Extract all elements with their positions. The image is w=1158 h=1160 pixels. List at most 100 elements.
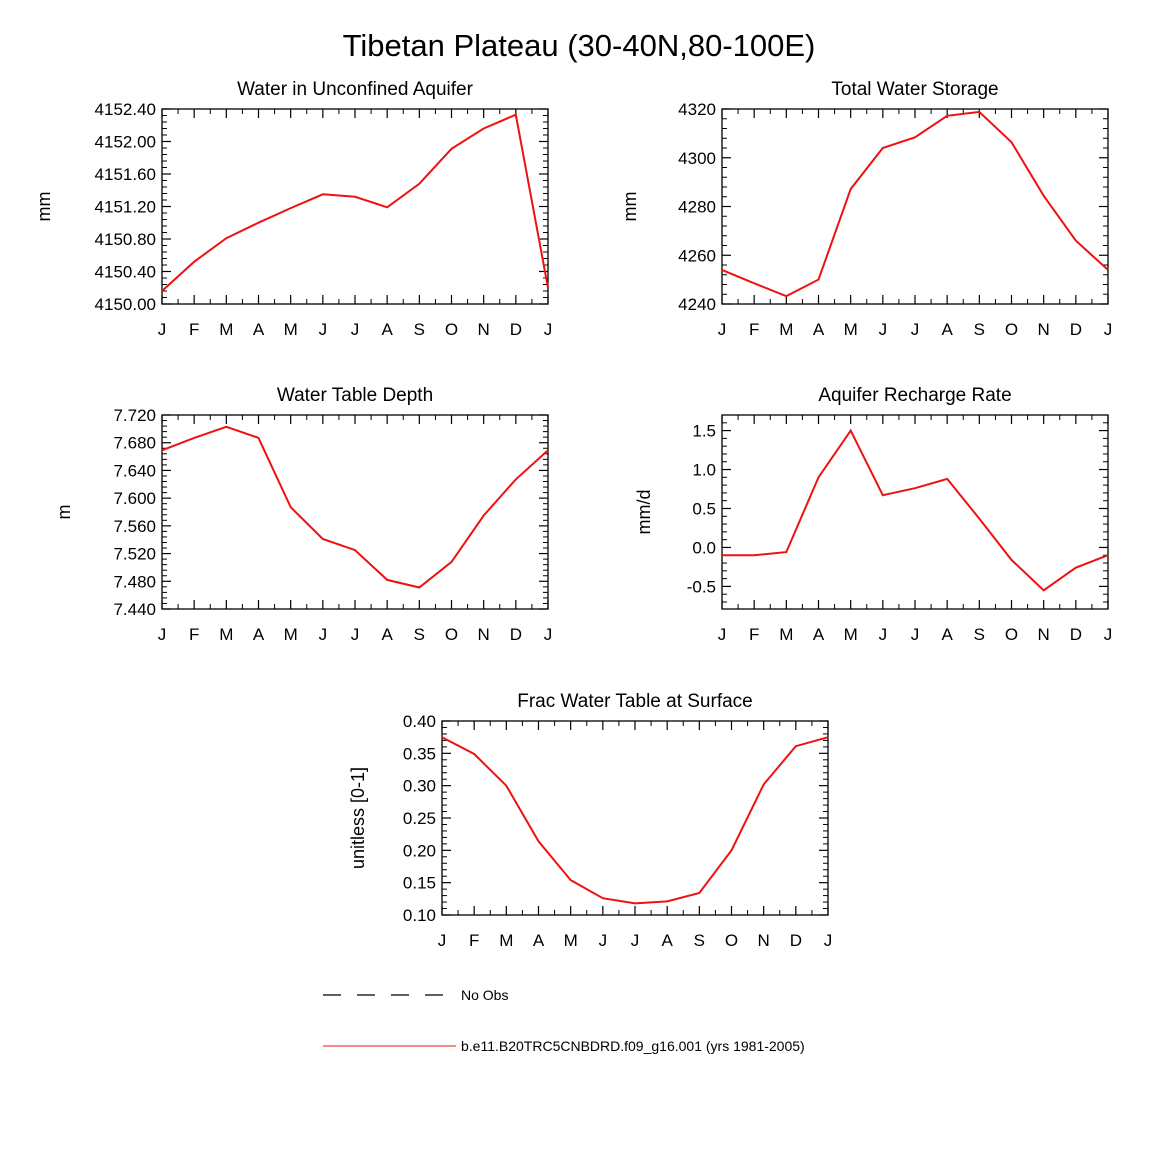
y-axis-label: mm (620, 192, 640, 222)
x-tick-label: M (844, 320, 858, 339)
x-tick-label: O (445, 625, 458, 644)
x-tick-label: A (941, 625, 953, 644)
series-line (721, 110, 1109, 298)
legend-item: No Obs (323, 987, 508, 1003)
x-tick-label: J (351, 625, 360, 644)
x-tick-label: M (499, 931, 513, 950)
y-tick-label: 0.20 (403, 841, 436, 860)
x-tick-label: A (253, 625, 265, 644)
x-tick-label: N (758, 931, 770, 950)
x-tick-label: F (749, 625, 759, 644)
panel-title: Aquifer Recharge Rate (818, 385, 1011, 406)
y-tick-label: 4150.40 (95, 263, 156, 282)
y-tick-label: 7.720 (113, 406, 156, 425)
x-tick-label: J (718, 625, 727, 644)
legend-label: b.e11.B20TRC5CNBDRD.f09_g16.001 (yrs 198… (461, 1038, 805, 1054)
x-tick-label: J (1104, 625, 1113, 644)
x-tick-label: M (844, 625, 858, 644)
y-axis-label: unitless [0-1] (348, 767, 368, 869)
x-tick-label: J (631, 931, 640, 950)
y-tick-label: 0.35 (403, 744, 436, 763)
y-tick-label: 0.30 (403, 777, 436, 796)
x-tick-label: J (544, 625, 553, 644)
x-tick-label: J (911, 625, 920, 644)
legend-label: No Obs (461, 987, 508, 1003)
panel-title: Water in Unconfined Aquifer (237, 79, 474, 100)
y-tick-label: 0.5 (692, 499, 716, 518)
x-tick-label: A (381, 625, 393, 644)
x-tick-label: J (351, 320, 360, 339)
x-tick-label: O (725, 931, 738, 950)
y-tick-label: 4151.20 (95, 198, 156, 217)
y-axis-label: mm/d (634, 490, 654, 535)
y-tick-label: 0.25 (403, 809, 436, 828)
x-tick-label: A (813, 320, 825, 339)
series-line (161, 113, 549, 292)
x-tick-label: N (1038, 625, 1050, 644)
plot-frame (161, 414, 549, 610)
x-tick-label: M (219, 625, 233, 644)
y-tick-label: 4151.60 (95, 165, 156, 184)
y-tick-label: 4300 (678, 149, 716, 168)
y-tick-label: 1.5 (692, 422, 716, 441)
y-tick-label: 4152.00 (95, 133, 156, 152)
x-tick-label: A (533, 931, 545, 950)
x-tick-label: M (779, 320, 793, 339)
x-tick-label: J (158, 320, 167, 339)
x-tick-label: D (510, 320, 522, 339)
panel-title: Total Water Storage (831, 79, 998, 100)
y-tick-label: 1.0 (692, 461, 716, 480)
plot-frame (161, 108, 549, 305)
x-tick-label: J (319, 320, 328, 339)
panel-title: Water Table Depth (277, 385, 433, 406)
x-tick-label: J (824, 931, 833, 950)
x-tick-label: S (414, 625, 425, 644)
y-axis-label: mm (34, 192, 54, 222)
y-tick-label: -0.5 (687, 577, 716, 596)
x-tick-label: D (510, 625, 522, 644)
x-tick-label: J (911, 320, 920, 339)
x-tick-label: O (445, 320, 458, 339)
x-tick-label: F (189, 625, 199, 644)
x-tick-label: J (599, 931, 608, 950)
y-axis-label: m (54, 505, 74, 520)
x-tick-label: J (319, 625, 328, 644)
x-tick-label: J (158, 625, 167, 644)
figure-title: Tibetan Plateau (30-40N,80-100E) (343, 28, 816, 63)
x-tick-label: N (478, 625, 490, 644)
y-tick-label: 4240 (678, 295, 716, 314)
y-tick-label: 4152.40 (95, 100, 156, 119)
y-tick-label: 7.520 (113, 545, 156, 564)
series-line (441, 736, 829, 905)
y-tick-label: 4150.00 (95, 295, 156, 314)
x-tick-label: O (1005, 320, 1018, 339)
legend-item: b.e11.B20TRC5CNBDRD.f09_g16.001 (yrs 198… (323, 1038, 805, 1054)
y-tick-label: 0.0 (692, 538, 716, 557)
x-tick-label: J (718, 320, 727, 339)
x-tick-label: N (1038, 320, 1050, 339)
x-tick-label: A (253, 320, 265, 339)
y-tick-label: 7.480 (113, 572, 156, 591)
y-tick-label: 4320 (678, 100, 716, 119)
x-tick-label: M (284, 625, 298, 644)
x-tick-label: J (1104, 320, 1113, 339)
x-tick-label: A (381, 320, 393, 339)
x-tick-label: F (469, 931, 479, 950)
x-tick-label: F (189, 320, 199, 339)
series-line (161, 425, 549, 589)
x-tick-label: O (1005, 625, 1018, 644)
y-tick-label: 4260 (678, 246, 716, 265)
y-tick-label: 0.15 (403, 874, 436, 893)
series-line (722, 428, 1109, 592)
y-tick-label: 7.440 (113, 600, 156, 619)
y-tick-label: 0.10 (403, 906, 436, 925)
x-tick-label: M (219, 320, 233, 339)
y-tick-label: 0.40 (403, 712, 436, 731)
x-tick-label: S (974, 320, 985, 339)
